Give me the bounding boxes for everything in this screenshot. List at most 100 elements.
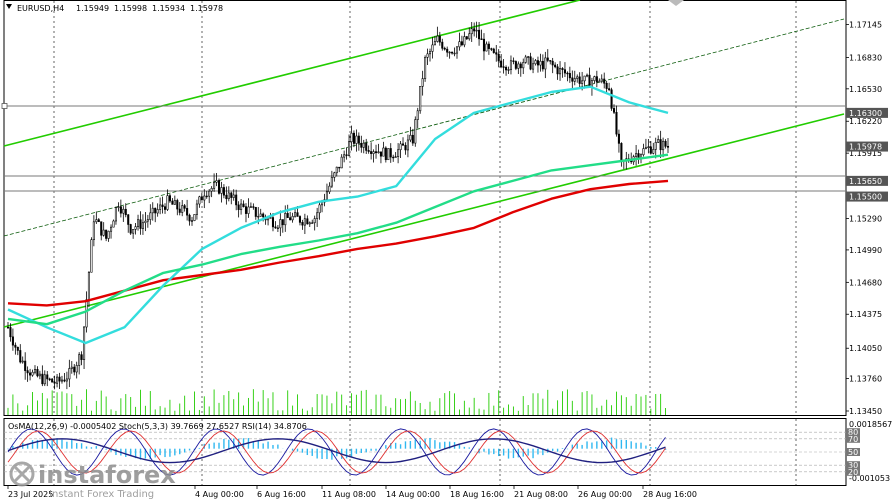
candle-body bbox=[313, 218, 316, 224]
candle-body bbox=[654, 142, 657, 150]
candle-body bbox=[161, 204, 164, 207]
candle-body bbox=[38, 373, 41, 377]
symbol-dropdown-icon[interactable] bbox=[6, 4, 12, 9]
scroll-shift-icon[interactable] bbox=[668, 0, 684, 6]
candle-body bbox=[48, 378, 51, 381]
price-tick-label: 1.15290 bbox=[849, 215, 882, 224]
candle-body bbox=[401, 143, 405, 146]
candle-body bbox=[416, 110, 419, 120]
candle-body bbox=[617, 133, 620, 144]
channel-mid-line bbox=[3, 18, 845, 237]
candle-body bbox=[117, 206, 120, 208]
ma-line-ema200 bbox=[7, 179, 669, 307]
time-label: 23 Jul 2025 bbox=[8, 490, 53, 499]
level-handle[interactable] bbox=[1, 103, 8, 109]
candle-body bbox=[377, 151, 380, 154]
candle-body bbox=[9, 327, 12, 338]
candle-body bbox=[105, 229, 108, 239]
candle-body bbox=[203, 195, 206, 201]
price-tick-label: 1.13450 bbox=[849, 407, 882, 416]
candle-body bbox=[291, 215, 294, 221]
candle-body bbox=[554, 64, 557, 68]
candle-body bbox=[509, 60, 513, 70]
candle-body bbox=[225, 194, 228, 200]
candle-body bbox=[303, 218, 306, 226]
candle-body bbox=[124, 208, 127, 216]
candle-body bbox=[480, 38, 483, 40]
candles bbox=[6, 21, 670, 390]
candle-body bbox=[29, 372, 32, 376]
candle-body bbox=[556, 66, 559, 75]
candle-body bbox=[573, 78, 576, 82]
candle-body bbox=[635, 153, 638, 157]
candle-body bbox=[149, 212, 152, 220]
candle-body bbox=[70, 366, 73, 369]
candle-body bbox=[546, 57, 549, 61]
candle-body bbox=[367, 150, 370, 152]
candle-body bbox=[213, 181, 216, 189]
candle-body bbox=[473, 28, 476, 32]
candle-body bbox=[68, 368, 71, 380]
candle-body bbox=[343, 154, 346, 158]
trend-channels bbox=[3, 0, 845, 328]
candle-body bbox=[132, 229, 135, 234]
candle-body bbox=[458, 41, 461, 48]
candle-body bbox=[24, 360, 27, 371]
candle-body bbox=[583, 75, 586, 82]
candle-body bbox=[63, 379, 66, 382]
candle-body bbox=[438, 35, 441, 43]
candle-body bbox=[551, 60, 554, 66]
candle-body bbox=[257, 215, 260, 218]
candle-body bbox=[259, 213, 262, 217]
candle-body bbox=[514, 61, 517, 69]
time-label: 26 Aug 00:00 bbox=[578, 490, 632, 499]
candle-body bbox=[134, 226, 137, 230]
candle-body bbox=[154, 207, 157, 214]
candle-body bbox=[262, 213, 265, 218]
candle-body bbox=[119, 206, 122, 214]
candle-body bbox=[527, 56, 530, 58]
price-tick-label: 1.17145 bbox=[849, 20, 882, 29]
candle-body bbox=[338, 166, 341, 169]
candle-body bbox=[397, 149, 400, 157]
candle-body bbox=[561, 68, 564, 70]
candle-body bbox=[178, 208, 181, 213]
price-highlight-label: 1.16300 bbox=[849, 109, 882, 118]
candle-body bbox=[588, 74, 591, 88]
candle-body bbox=[451, 51, 454, 54]
candle-body bbox=[652, 149, 655, 154]
candle-body bbox=[595, 76, 598, 83]
candle-body bbox=[482, 38, 486, 52]
indicator-level-label: 80 bbox=[848, 428, 858, 437]
indicator-scale-top: 0.0018567 bbox=[849, 420, 892, 429]
candle-body bbox=[286, 213, 289, 218]
candle-body bbox=[198, 196, 201, 205]
candle-body bbox=[664, 140, 667, 147]
candle-body bbox=[188, 214, 191, 222]
candle-body bbox=[404, 145, 407, 151]
candle-body bbox=[610, 89, 613, 109]
time-label: 28 Aug 16:00 bbox=[643, 490, 697, 499]
candle-body bbox=[163, 206, 167, 210]
candle-body bbox=[87, 271, 90, 300]
candle-body bbox=[21, 360, 24, 363]
candle-body bbox=[274, 226, 277, 229]
stoch-signal-line bbox=[7, 430, 666, 474]
ma-line-ma-fast bbox=[7, 85, 669, 345]
candle-body bbox=[603, 78, 606, 84]
moving-averages bbox=[7, 85, 669, 345]
candle-body bbox=[92, 221, 95, 241]
candle-body bbox=[56, 376, 59, 384]
candle-body bbox=[112, 220, 115, 228]
candle-body bbox=[186, 208, 189, 216]
candle-body bbox=[644, 147, 647, 149]
candle-body bbox=[647, 146, 650, 148]
candle-body bbox=[301, 222, 304, 226]
candle-body bbox=[419, 86, 422, 112]
candle-body bbox=[227, 192, 230, 200]
candle-body bbox=[500, 60, 503, 68]
candle-body bbox=[144, 220, 147, 224]
candle-body bbox=[230, 192, 233, 198]
candle-body bbox=[235, 194, 238, 206]
